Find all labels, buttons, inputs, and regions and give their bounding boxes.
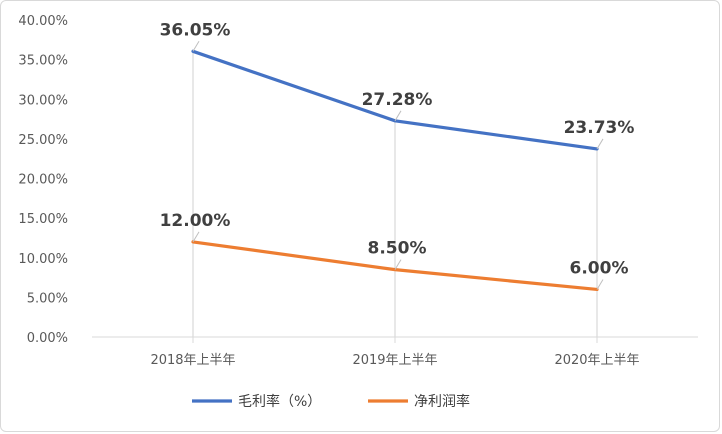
label-leader: [394, 110, 402, 122]
y-tick-label: 30.00%: [18, 93, 68, 108]
data-label: 27.28%: [362, 90, 433, 110]
y-tick-label: 20.00%: [18, 173, 68, 188]
y-tick-label: 10.00%: [18, 252, 68, 267]
data-label: 23.73%: [564, 118, 635, 138]
y-tick-label: 5.00%: [27, 291, 68, 306]
y-tick-label: 25.00%: [18, 133, 68, 148]
legend-label-2: 净利润率: [414, 393, 470, 410]
data-label: 8.50%: [368, 239, 427, 259]
data-label: 6.00%: [570, 258, 629, 278]
label-leader: [394, 259, 402, 270]
plot-area: 36.05% 27.28% 23.73% 12.00% 8.50% 6.00%: [160, 20, 635, 337]
data-label: 12.00%: [160, 211, 231, 231]
x-axis: 2018年上半年 2019年上半年 2020年上半年: [92, 336, 698, 368]
legend: 毛利率（%） 净利润率: [192, 393, 470, 410]
x-tick-label: 2020年上半年: [554, 353, 639, 368]
x-tick-label: 2018年上半年: [150, 353, 235, 368]
legend-label-1: 毛利率（%）: [238, 393, 321, 410]
label-leader: [596, 138, 604, 150]
label-leader: [596, 279, 604, 290]
y-axis: 0.00% 5.00% 10.00% 15.00% 20.00% 25.00% 30.00%…: [18, 14, 68, 346]
label-leader: [192, 41, 200, 52]
y-tick-label: 35.00%: [18, 54, 68, 69]
x-tick-label: 2019年上半年: [352, 353, 437, 368]
y-tick-label: 15.00%: [18, 212, 68, 227]
label-leader: [192, 231, 200, 243]
data-label: 36.05%: [160, 20, 231, 40]
y-tick-label: 40.00%: [18, 14, 68, 29]
y-tick-label: 0.00%: [27, 331, 68, 346]
